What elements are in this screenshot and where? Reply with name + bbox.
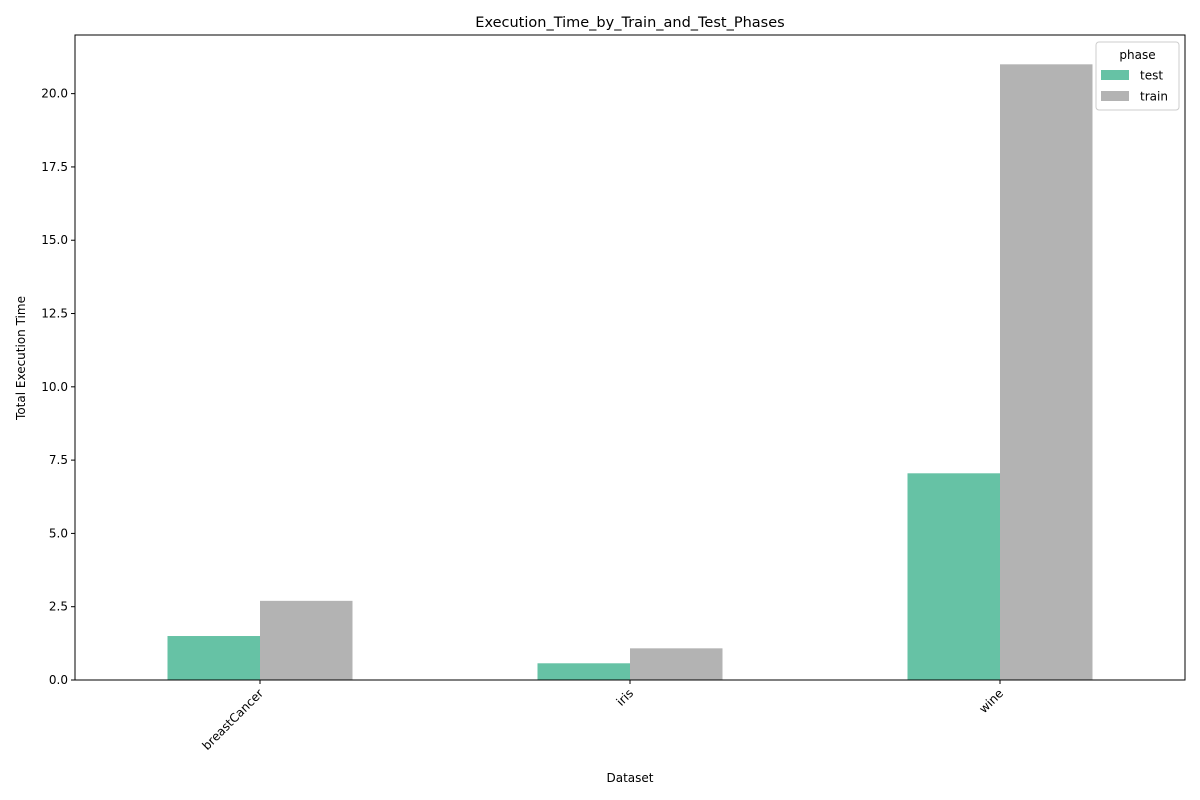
y-tick-label: 10.0 bbox=[41, 380, 68, 394]
x-tick-label: iris bbox=[614, 686, 637, 709]
chart-title: Execution_Time_by_Train_and_Test_Phases bbox=[475, 15, 784, 31]
bar-train-wine bbox=[1000, 64, 1093, 681]
legend-label-test: test bbox=[1140, 69, 1163, 83]
y-tick-label: 15.0 bbox=[41, 233, 68, 247]
y-tick-label: 0.0 bbox=[49, 673, 68, 687]
y-tick-label: 12.5 bbox=[41, 307, 68, 321]
plot-frame bbox=[74, 34, 1186, 681]
y-tick-label: 5.0 bbox=[49, 526, 68, 540]
y-tick-label: 7.5 bbox=[49, 453, 68, 467]
x-axis-label: Dataset bbox=[607, 771, 654, 785]
y-tick-label: 17.5 bbox=[41, 160, 68, 174]
legend-label-train: train bbox=[1140, 90, 1168, 104]
bar-test-breastCancer bbox=[167, 636, 260, 680]
bar-train-iris bbox=[630, 648, 723, 680]
bars-group bbox=[167, 64, 1093, 681]
y-axis-label: Total Execution Time bbox=[14, 296, 28, 421]
bar-test-wine bbox=[907, 473, 1000, 680]
legend-swatch-test bbox=[1101, 70, 1129, 80]
x-tick-label: wine bbox=[976, 686, 1006, 716]
y-tick-label: 20.0 bbox=[41, 87, 68, 101]
x-axis: breastCancer iris wine bbox=[199, 680, 1006, 753]
legend-swatch-train bbox=[1101, 91, 1129, 101]
x-tick-label: breastCancer bbox=[199, 686, 266, 753]
legend: phase test train bbox=[1095, 41, 1180, 111]
y-tick-label: 2.5 bbox=[49, 600, 68, 614]
bar-train-breastCancer bbox=[260, 600, 353, 680]
y-axis: 0.0 2.5 5.0 7.5 10.0 12.5 15.0 17.5 20.0 bbox=[41, 87, 75, 687]
legend-title: phase bbox=[1119, 48, 1155, 62]
bar-test-iris bbox=[537, 663, 630, 680]
